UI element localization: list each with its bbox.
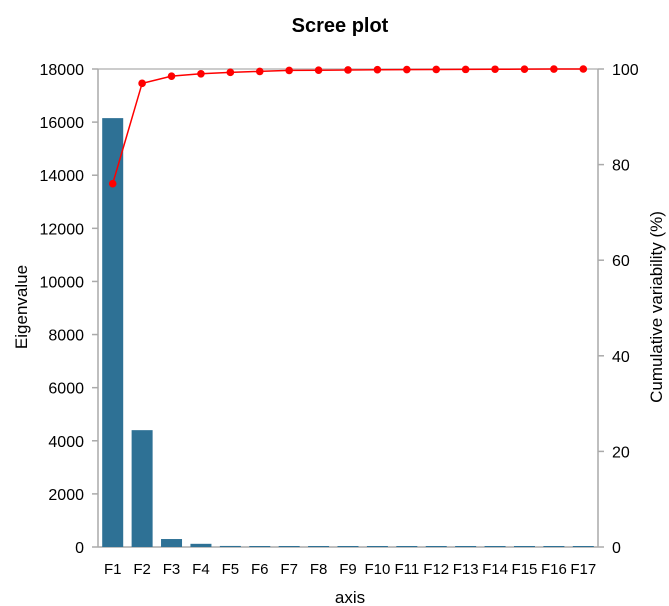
bar-F9 (337, 546, 359, 547)
x-tick-label: F13 (453, 561, 479, 578)
bar-F13 (455, 546, 477, 547)
x-tick-label: F9 (339, 561, 357, 578)
x-tick-label: F10 (364, 561, 390, 578)
x-tick-label: F5 (222, 561, 240, 578)
bar-F8 (308, 546, 330, 547)
cumulative-point-F5 (226, 68, 235, 77)
bar-F16 (543, 546, 565, 547)
cumulative-point-F10 (373, 65, 382, 74)
x-tick-label: F2 (133, 561, 151, 578)
x-tick-label: F11 (394, 561, 419, 578)
cumulative-point-F17 (579, 65, 588, 73)
cumulative-point-F16 (550, 65, 558, 73)
cumulative-line (111, 68, 584, 184)
bar-F2 (131, 430, 153, 547)
cumulative-point-F12 (432, 65, 441, 74)
bar-F17 (572, 546, 594, 547)
x-tick-label: F15 (512, 561, 538, 578)
bar-F3 (161, 539, 183, 547)
cumulative-point-F11 (403, 65, 411, 74)
bar-F15 (513, 546, 535, 547)
x-tick-label: F6 (251, 561, 269, 578)
x-tick-label: F7 (280, 561, 298, 578)
cumulative-point-F7 (285, 66, 293, 75)
x-tick-label: F12 (423, 561, 449, 578)
cumulative-point-F9 (344, 66, 352, 74)
x-tick-label: F17 (570, 561, 596, 578)
bar-F1 (102, 118, 124, 547)
y-tick-label: 4000 (48, 434, 84, 451)
y-tick-label: 12000 (40, 221, 85, 238)
y-tick-label: 2000 (48, 487, 84, 504)
cumulative-point-F1 (108, 179, 117, 188)
x-tick-label: F3 (163, 561, 181, 578)
x-tick-label: F8 (310, 561, 328, 578)
y2-tick-label: 60 (612, 253, 630, 270)
y-tick-label: 0 (75, 540, 84, 557)
y-tick-label: 16000 (40, 115, 85, 132)
cumulative-point-F2 (138, 79, 146, 88)
cumulative-point-F8 (314, 66, 323, 74)
bar-F11 (396, 546, 418, 547)
bar-F6 (249, 546, 271, 547)
cumulative-point-F6 (255, 67, 264, 76)
chart-title: Scree plot (292, 15, 389, 37)
y-tick-label: 6000 (48, 381, 84, 398)
y2-tick-label: 0 (612, 540, 621, 557)
y2-tick-label: 80 (612, 158, 630, 175)
bar-F4 (190, 543, 212, 547)
cumulative-point-F14 (491, 65, 499, 74)
plot-layer: 0 2000 4000 6000 8000 10000 12000 14000 16000 180… (40, 62, 639, 578)
bar-F12 (425, 546, 447, 547)
cumulative-point-F4 (197, 69, 205, 78)
y2-tick-label: 100 (612, 62, 639, 79)
x-tick-label: F14 (482, 561, 508, 578)
cumulative-point-F3 (167, 72, 176, 80)
y2-tick-label: 20 (612, 444, 630, 461)
y2-axis-label: Cumulative variability (%) (647, 211, 666, 403)
y2-tick-label: 40 (612, 349, 630, 366)
x-tick-label: F4 (192, 561, 210, 578)
y-axis-label: Eigenvalue (12, 265, 31, 349)
x-axis-label: axis (335, 588, 365, 606)
y-tick-label: 18000 (40, 62, 85, 79)
x-tick-label: F1 (104, 561, 122, 578)
bar-F7 (278, 546, 300, 547)
y-tick-label: 14000 (40, 168, 85, 185)
cumulative-point-F13 (461, 65, 470, 74)
bar-F5 (219, 545, 241, 547)
bar-F14 (484, 546, 506, 547)
bar-F10 (366, 546, 388, 547)
x-tick-label: F16 (541, 561, 567, 578)
cumulative-point-F15 (520, 65, 529, 73)
y-tick-label: 10000 (40, 274, 85, 291)
y-tick-label: 8000 (48, 328, 84, 345)
